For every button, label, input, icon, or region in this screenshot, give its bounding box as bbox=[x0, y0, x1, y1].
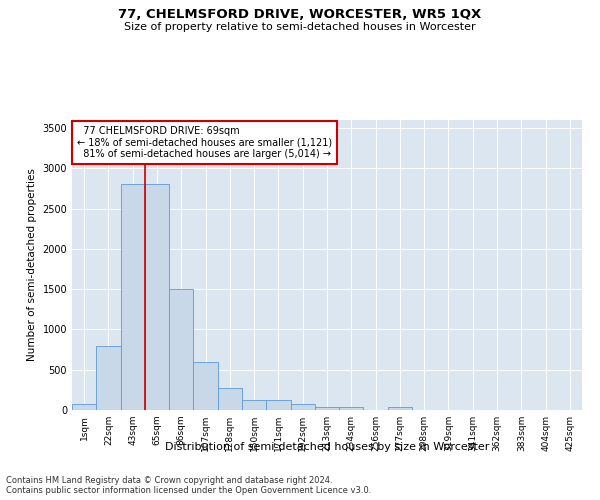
Text: Contains HM Land Registry data © Crown copyright and database right 2024.
Contai: Contains HM Land Registry data © Crown c… bbox=[6, 476, 371, 495]
Bar bbox=[290, 404, 315, 410]
Bar bbox=[193, 362, 218, 410]
Text: 77 CHELMSFORD DRIVE: 69sqm
← 18% of semi-detached houses are smaller (1,121)
  8: 77 CHELMSFORD DRIVE: 69sqm ← 18% of semi… bbox=[77, 126, 332, 159]
Bar bbox=[145, 184, 169, 410]
Bar bbox=[242, 400, 266, 410]
Bar bbox=[72, 404, 96, 410]
Bar bbox=[339, 407, 364, 410]
Text: Distribution of semi-detached houses by size in Worcester: Distribution of semi-detached houses by … bbox=[165, 442, 489, 452]
Bar bbox=[266, 400, 290, 410]
Bar bbox=[388, 407, 412, 410]
Y-axis label: Number of semi-detached properties: Number of semi-detached properties bbox=[27, 168, 37, 362]
Bar bbox=[218, 388, 242, 410]
Bar bbox=[169, 289, 193, 410]
Bar bbox=[96, 346, 121, 410]
Bar bbox=[121, 184, 145, 410]
Text: Size of property relative to semi-detached houses in Worcester: Size of property relative to semi-detach… bbox=[124, 22, 476, 32]
Text: 77, CHELMSFORD DRIVE, WORCESTER, WR5 1QX: 77, CHELMSFORD DRIVE, WORCESTER, WR5 1QX bbox=[118, 8, 482, 20]
Bar bbox=[315, 407, 339, 410]
